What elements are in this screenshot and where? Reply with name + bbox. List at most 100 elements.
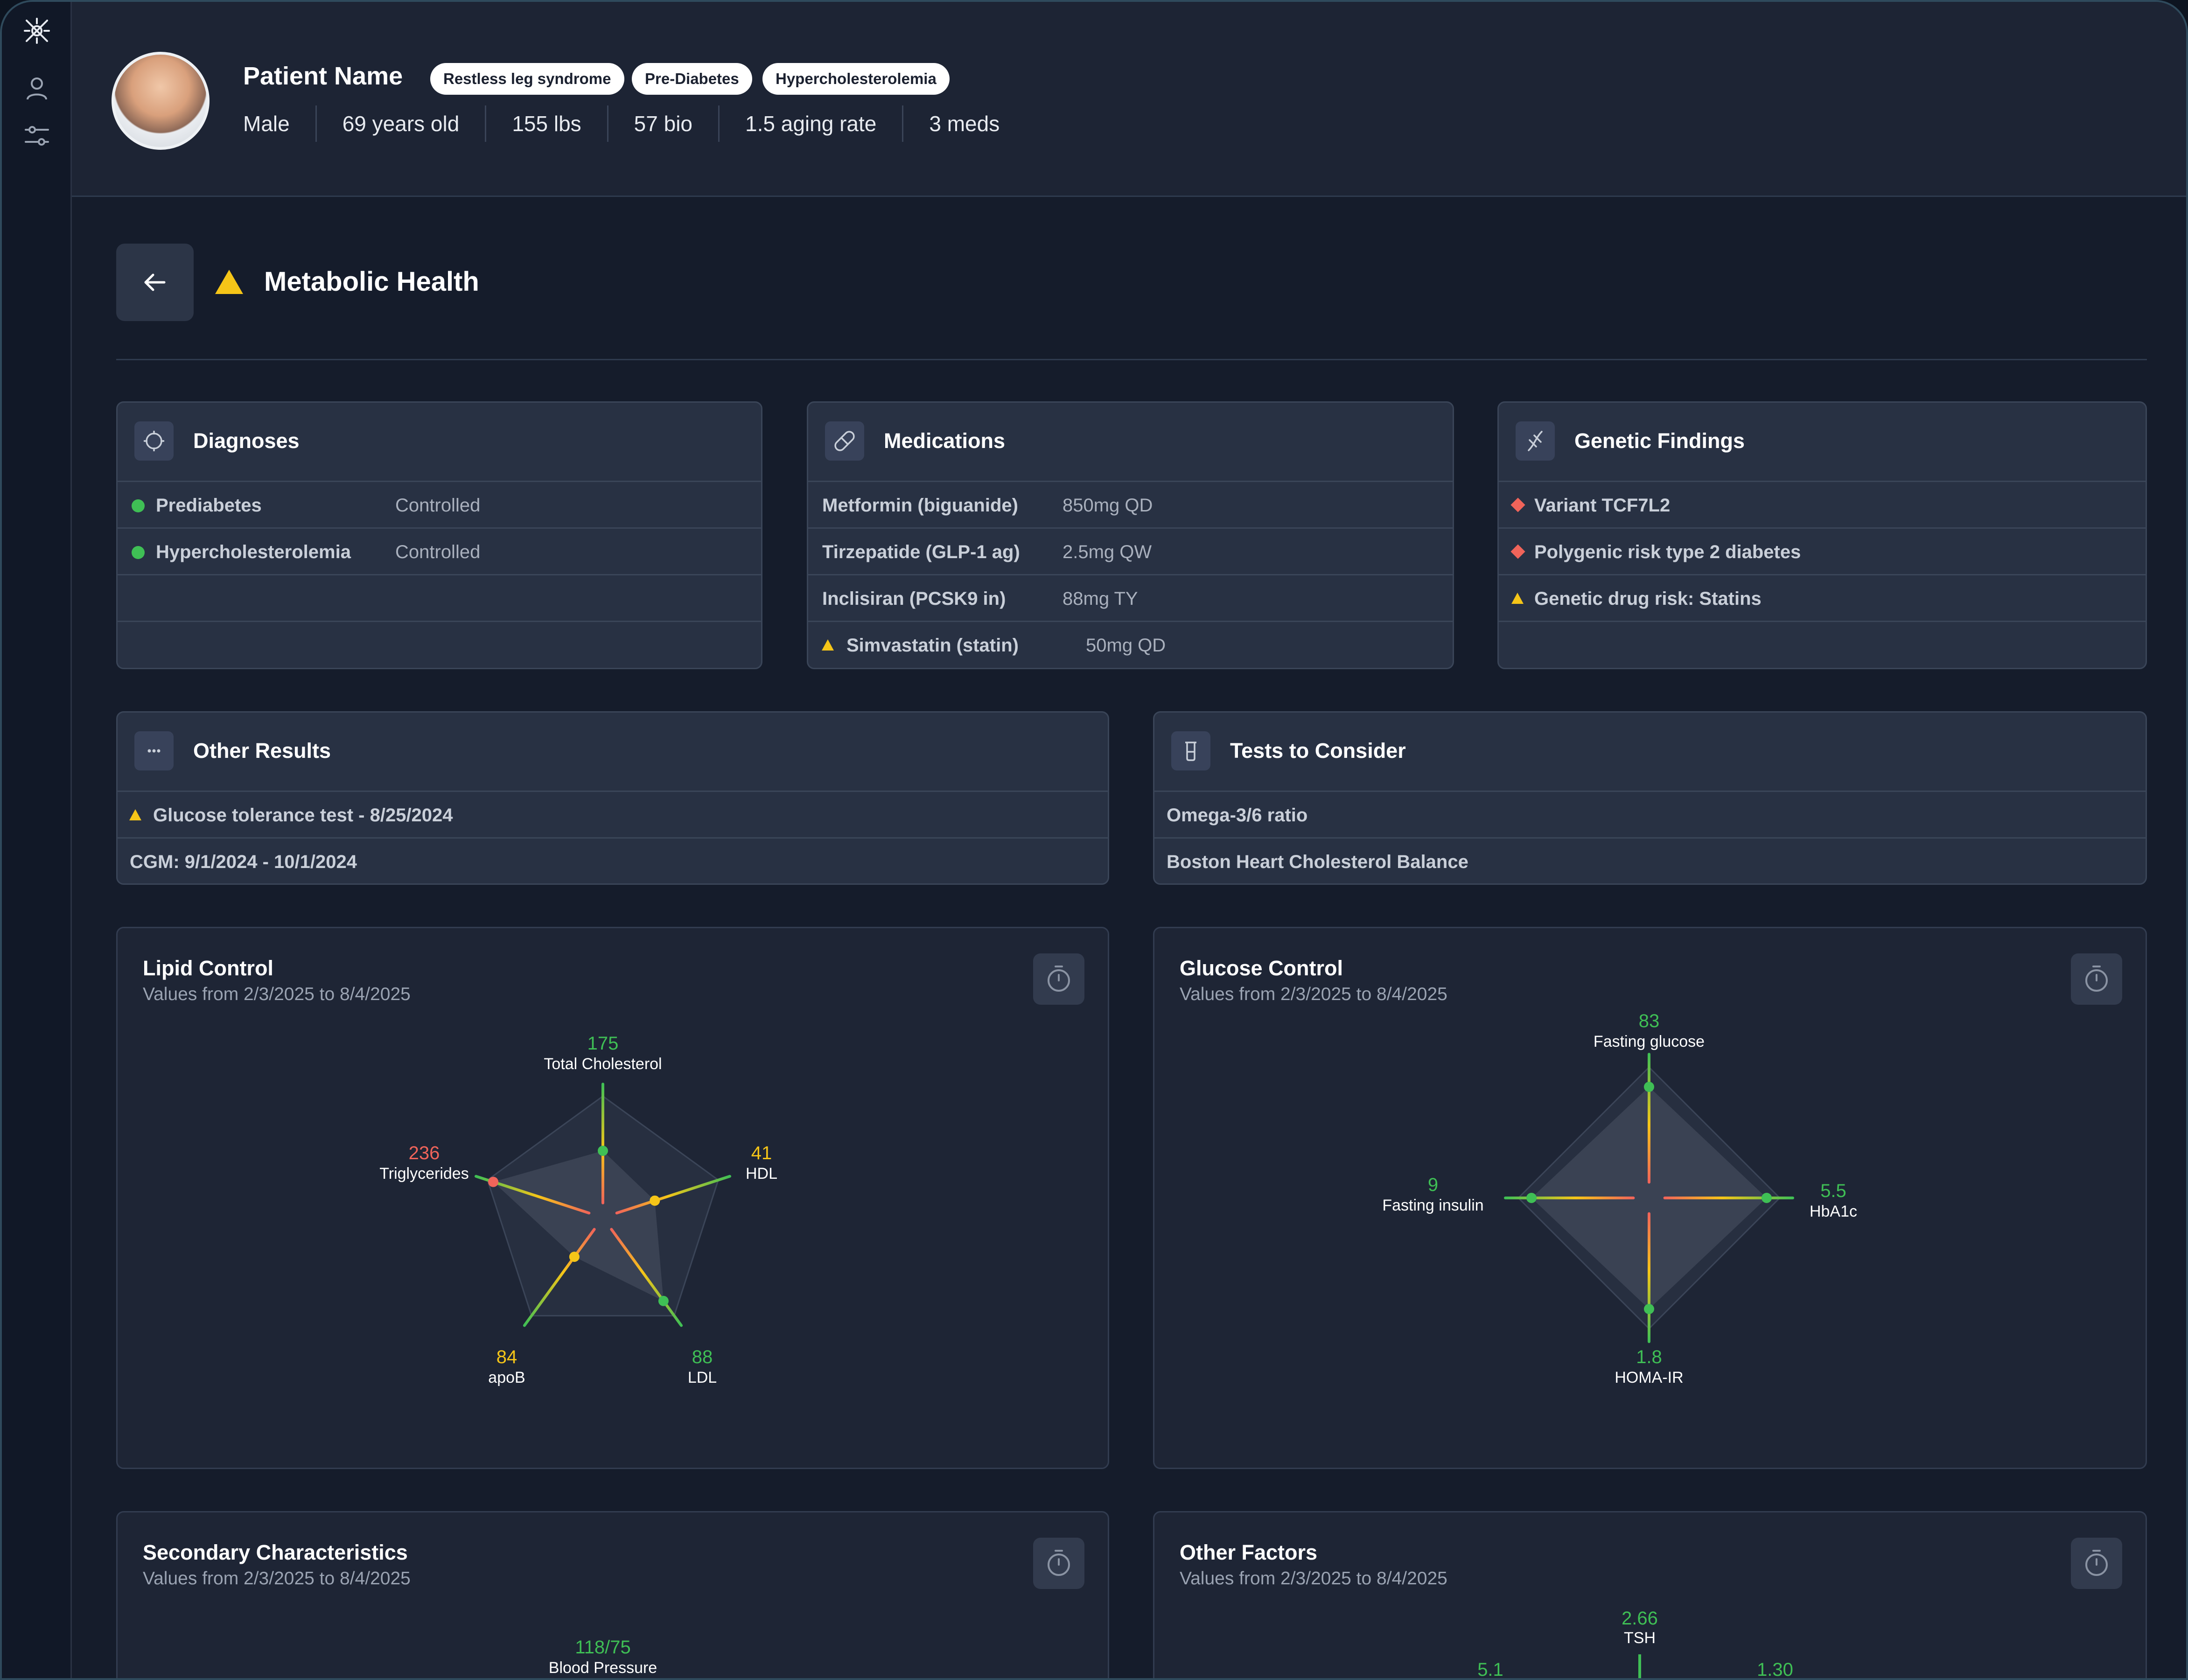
radar-point bbox=[569, 1252, 580, 1262]
genetic-row[interactable]: Variant TCF7L2 bbox=[1499, 482, 2146, 529]
more-icon bbox=[134, 731, 174, 770]
result-row[interactable]: Glucose tolerance test - 8/25/2024 bbox=[118, 792, 1108, 839]
back-button[interactable] bbox=[116, 244, 194, 321]
arrow-left-icon bbox=[144, 273, 166, 291]
panel-title: Secondary Characteristics bbox=[143, 1540, 408, 1564]
target-icon bbox=[134, 421, 174, 461]
test-name: Omega-3/6 ratio bbox=[1167, 805, 1308, 826]
dna-icon bbox=[1516, 421, 1555, 461]
avatar bbox=[112, 52, 210, 150]
genetic-row[interactable]: Genetic drug risk: Statins bbox=[1499, 575, 2146, 622]
genetic-finding: Variant TCF7L2 bbox=[1534, 495, 1671, 516]
card-title: Tests to Consider bbox=[1230, 739, 1406, 763]
genetic-finding: Polygenic risk type 2 diabetes bbox=[1534, 542, 1801, 562]
radar-point bbox=[488, 1176, 499, 1187]
genetic-finding: Genetic drug risk: Statins bbox=[1534, 588, 1762, 609]
history-icon bbox=[2085, 1550, 2108, 1576]
medication-row[interactable]: Tirzepatide (GLP-1 ag) 2.5mg QW bbox=[808, 529, 1453, 575]
history-button[interactable] bbox=[1033, 953, 1084, 1005]
axis-label: HbA1c bbox=[1810, 1203, 1857, 1220]
card-header: Genetic Findings bbox=[1499, 403, 2146, 482]
axis-label: Triglycerides bbox=[379, 1165, 468, 1183]
tests-card: Tests to Consider Omega-3/6 ratio Boston… bbox=[1153, 711, 2147, 885]
history-icon bbox=[2085, 966, 2108, 992]
data-value-label: 9 bbox=[1428, 1175, 1438, 1195]
data-value-label: 5.1 bbox=[1477, 1659, 1503, 1680]
card-title: Diagnoses bbox=[193, 429, 300, 453]
user-icon[interactable] bbox=[23, 74, 51, 102]
radar-data-area bbox=[1531, 1087, 1767, 1309]
glucose-control-panel: Glucose Control Values from 2/3/2025 to … bbox=[1153, 927, 2147, 1469]
radar-point bbox=[1644, 1304, 1654, 1314]
risk-diamond-icon bbox=[1510, 497, 1525, 512]
warning-icon bbox=[215, 270, 243, 294]
diagnosis-row[interactable]: Prediabetes Controlled bbox=[118, 482, 761, 529]
radar-point bbox=[650, 1195, 660, 1206]
diagnosis-name: Prediabetes bbox=[156, 495, 262, 516]
result-row[interactable]: CGM: 9/1/2024 - 10/1/2024 bbox=[118, 839, 1108, 883]
medication-name: Metformin (biguanide) bbox=[822, 495, 1018, 516]
warning-icon bbox=[1511, 593, 1524, 604]
radar-point bbox=[1762, 1193, 1772, 1203]
stat-weight: 155 lbs bbox=[485, 105, 607, 142]
radar-data-area bbox=[493, 1151, 664, 1301]
axis-label: Blood Pressure bbox=[549, 1659, 657, 1677]
data-value-label: 118/75 bbox=[575, 1637, 630, 1658]
other-results-card: Other Results Glucose tolerance test - 8… bbox=[116, 711, 1109, 885]
radar-point bbox=[658, 1295, 669, 1306]
risk-diamond-icon bbox=[1510, 544, 1525, 559]
patient-name: Patient Name bbox=[243, 62, 403, 90]
data-value-label: 236 bbox=[409, 1143, 440, 1163]
axis-label: HDL bbox=[746, 1165, 777, 1183]
radar-point bbox=[598, 1146, 608, 1156]
genetics-card: Genetic Findings Variant TCF7L2 Polygeni… bbox=[1497, 401, 2147, 669]
diagnoses-card: Diagnoses Prediabetes Controlled Hyperch… bbox=[116, 401, 762, 669]
test-tube-icon bbox=[1171, 731, 1210, 770]
pill-icon bbox=[825, 421, 864, 461]
empty-row bbox=[1499, 622, 2146, 668]
data-value-label: 1.30 bbox=[1757, 1659, 1793, 1680]
panel-subtitle: Values from 2/3/2025 to 8/4/2025 bbox=[143, 1568, 411, 1589]
medication-row[interactable]: Simvastatin (statin) 50mg QD bbox=[808, 622, 1453, 668]
logo-icon[interactable] bbox=[23, 17, 51, 45]
stat-sex: Male bbox=[243, 112, 290, 136]
test-row[interactable]: Boston Heart Cholesterol Balance bbox=[1154, 839, 2146, 883]
data-value-label: 1.8 bbox=[1636, 1347, 1662, 1367]
history-button[interactable] bbox=[2071, 953, 2122, 1005]
axis-label: Fasting insulin bbox=[1382, 1197, 1483, 1214]
medication-name: Tirzepatide (GLP-1 ag) bbox=[822, 542, 1020, 562]
diagnosis-row[interactable]: Hypercholesterolemia Controlled bbox=[118, 529, 761, 575]
data-value-label: 5.5 bbox=[1820, 1181, 1846, 1201]
medication-row[interactable]: Inclisiran (PCSK9 in) 88mg TY bbox=[808, 575, 1453, 622]
history-icon bbox=[1048, 1550, 1070, 1576]
medication-name: Simvastatin (statin) bbox=[846, 635, 1019, 656]
stat-meds: 3 meds bbox=[902, 105, 1025, 142]
result-name: Glucose tolerance test - 8/25/2024 bbox=[153, 805, 453, 826]
result-name: CGM: 9/1/2024 - 10/1/2024 bbox=[130, 852, 357, 872]
history-button[interactable] bbox=[2071, 1538, 2122, 1589]
stat-bio-age: 57 bio bbox=[607, 105, 718, 142]
panel-title: Other Factors bbox=[1180, 1540, 1318, 1564]
axis-label: HOMA-IR bbox=[1615, 1369, 1683, 1386]
empty-row bbox=[118, 575, 761, 622]
data-value-label: 84 bbox=[496, 1347, 517, 1367]
warning-icon bbox=[129, 809, 141, 820]
test-row[interactable]: Omega-3/6 ratio bbox=[1154, 792, 2146, 839]
test-name: Boston Heart Cholesterol Balance bbox=[1167, 852, 1468, 872]
genetic-row[interactable]: Polygenic risk type 2 diabetes bbox=[1499, 529, 2146, 575]
sliders-icon[interactable] bbox=[23, 122, 51, 150]
card-header: Diagnoses bbox=[118, 403, 761, 482]
diagnosis-name: Hypercholesterolemia bbox=[156, 542, 351, 562]
history-button[interactable] bbox=[1033, 1538, 1084, 1589]
data-value-label: 175 bbox=[587, 1033, 619, 1054]
stat-age: 69 years old bbox=[315, 105, 485, 142]
medication-dose: 88mg TY bbox=[1063, 588, 1138, 609]
card-title: Other Results bbox=[193, 739, 331, 763]
condition-tag: Pre-Diabetes bbox=[632, 63, 752, 95]
status-dot-icon bbox=[132, 499, 145, 512]
page-title: Metabolic Health bbox=[264, 266, 479, 297]
patient-stats: Male 69 years old 155 lbs 57 bio 1.5 agi… bbox=[243, 105, 1025, 142]
medication-row[interactable]: Metformin (biguanide) 850mg QD bbox=[808, 482, 1453, 529]
radar-spoke bbox=[523, 1228, 596, 1327]
